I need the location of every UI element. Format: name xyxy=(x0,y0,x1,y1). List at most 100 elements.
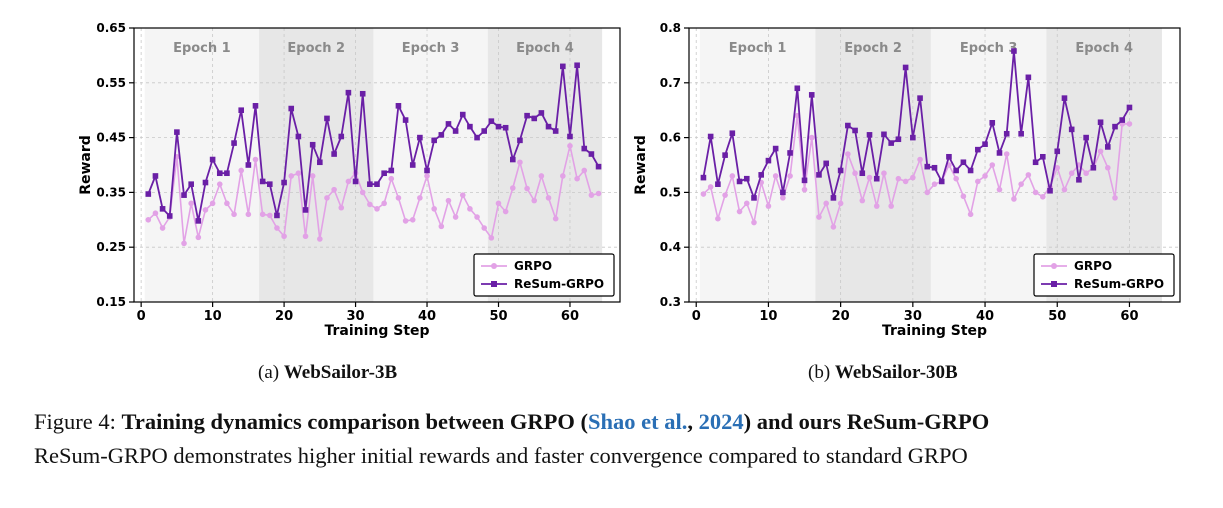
point-grpo xyxy=(295,170,302,177)
point-grpo xyxy=(467,206,473,212)
point-resum-grpo xyxy=(567,133,573,140)
y-tick-label: 0.65 xyxy=(96,21,126,35)
point-grpo xyxy=(159,225,166,231)
point-resum-grpo xyxy=(166,213,173,219)
point-grpo xyxy=(581,167,588,174)
point-grpo xyxy=(374,206,380,212)
point-grpo xyxy=(409,217,416,223)
legend-box xyxy=(473,253,615,297)
point-resum-grpo xyxy=(317,159,323,166)
point-grpo xyxy=(324,195,330,201)
epoch-band-3 xyxy=(373,28,488,302)
y-tick-label: 0.55 xyxy=(96,76,126,90)
point-grpo xyxy=(574,175,580,182)
point-grpo xyxy=(395,195,402,201)
point-resum-grpo xyxy=(409,162,416,168)
point-resum-grpo xyxy=(295,133,302,140)
point-resum-grpo xyxy=(588,151,595,157)
point-grpo xyxy=(509,185,516,191)
point-resum-grpo xyxy=(581,145,588,152)
point-resum-grpo xyxy=(488,118,495,124)
point-resum-grpo xyxy=(424,167,430,174)
point-resum-grpo xyxy=(288,105,295,112)
point-grpo xyxy=(259,211,266,218)
point-grpo xyxy=(331,186,337,193)
legend-label-grpo: GRPO xyxy=(514,259,552,273)
point-grpo xyxy=(202,207,209,213)
epoch-label-3: Epoch 3 xyxy=(402,41,460,56)
x-tick-label: 30 xyxy=(347,309,365,324)
y-tick-label: 0.35 xyxy=(96,185,126,199)
point-resum-grpo xyxy=(159,206,166,212)
point-grpo xyxy=(238,167,245,174)
subcaption-b-label: (b) xyxy=(808,362,831,383)
point-resum-grpo xyxy=(545,123,552,130)
point-resum-grpo xyxy=(188,181,194,187)
point-resum-grpo xyxy=(145,191,152,197)
point-resum-grpo xyxy=(452,128,459,134)
point-resum-grpo xyxy=(495,123,502,130)
point-resum-grpo xyxy=(595,163,602,170)
point-resum-grpo xyxy=(552,128,559,134)
point-grpo xyxy=(367,201,373,208)
figure-caption-line1: Figure 4: Training dynamics comparison b… xyxy=(34,405,1223,439)
point-resum-grpo xyxy=(395,103,402,109)
point-grpo xyxy=(224,200,230,207)
point-resum-grpo xyxy=(560,63,566,70)
series-line-resum-grpo xyxy=(147,64,600,222)
point-resum-grpo xyxy=(388,167,395,174)
point-resum-grpo xyxy=(574,62,580,69)
point-resum-grpo xyxy=(224,170,230,177)
point-resum-grpo xyxy=(481,128,488,134)
citation-year-link[interactable]: 2024 xyxy=(698,409,744,434)
point-grpo xyxy=(195,234,202,241)
point-grpo xyxy=(274,225,280,231)
epoch-label-2: Epoch 2 xyxy=(287,41,345,56)
subcaption-b: (b) WebSailor-30B xyxy=(808,362,958,384)
point-resum-grpo xyxy=(266,181,273,187)
x-tick-label: 60 xyxy=(561,309,579,324)
epoch-label-1: Epoch 1 xyxy=(173,41,231,56)
point-grpo xyxy=(338,204,345,211)
y-axis-label: Reward xyxy=(78,135,94,195)
axes-frame xyxy=(133,27,621,303)
citation-author-link[interactable]: Shao et al. xyxy=(587,409,688,434)
point-resum-grpo xyxy=(517,137,523,144)
point-grpo xyxy=(309,173,316,179)
point-resum-grpo xyxy=(209,156,216,163)
point-grpo xyxy=(381,200,387,207)
point-resum-grpo xyxy=(367,181,373,187)
point-grpo xyxy=(345,178,352,185)
point-grpo xyxy=(531,197,538,204)
point-grpo xyxy=(538,173,545,179)
y-tick-label: 0.15 xyxy=(96,295,126,309)
point-resum-grpo xyxy=(509,156,516,163)
point-resum-grpo xyxy=(231,140,237,146)
point-grpo xyxy=(517,159,523,166)
point-resum-grpo xyxy=(352,178,359,185)
point-resum-grpo xyxy=(338,133,345,140)
y-tick-label: 0.25 xyxy=(96,240,126,254)
point-grpo xyxy=(595,190,602,197)
x-tick-label: 40 xyxy=(418,309,436,324)
point-resum-grpo xyxy=(345,89,352,96)
point-grpo xyxy=(317,236,323,242)
point-grpo xyxy=(424,173,430,179)
point-grpo xyxy=(560,173,566,179)
point-grpo xyxy=(588,192,595,198)
point-resum-grpo xyxy=(274,212,280,219)
point-grpo xyxy=(552,215,559,222)
subcaption-a-title: WebSailor-3B xyxy=(283,362,398,383)
point-grpo xyxy=(216,181,223,187)
caption-bold-1: Training dynamics comparison between GRP… xyxy=(121,409,588,434)
x-tick-label: 0 xyxy=(137,309,146,324)
point-grpo xyxy=(152,210,159,217)
x-tick-label: 10 xyxy=(204,309,222,324)
point-grpo xyxy=(231,211,237,218)
point-resum-grpo xyxy=(331,151,337,157)
point-grpo xyxy=(474,214,480,220)
caption-bold-2: ) and ours ReSum-GRPO xyxy=(743,409,990,434)
point-grpo xyxy=(145,217,152,223)
figure-caption: Figure 4: Training dynamics comparison b… xyxy=(34,405,1223,473)
point-grpo xyxy=(288,173,295,179)
